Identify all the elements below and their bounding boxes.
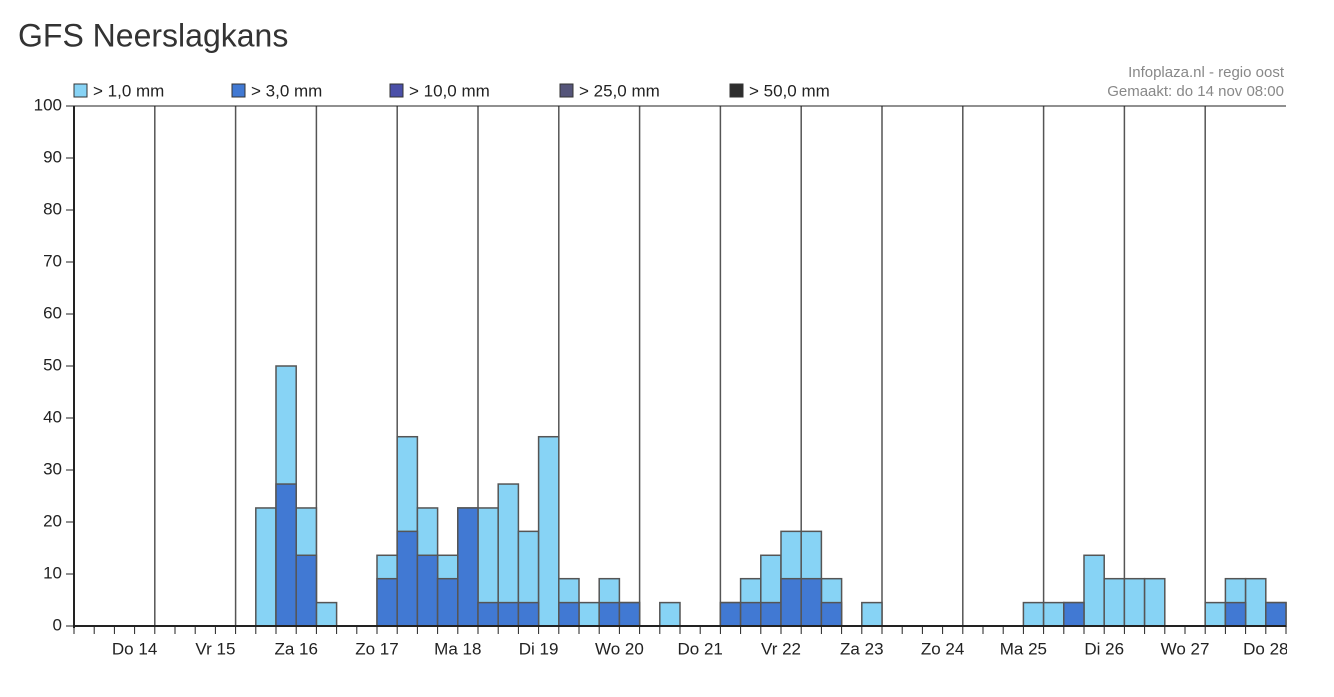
bar (477, 601, 499, 627)
x-tick-label: Vr 15 (195, 639, 235, 658)
legend-swatch (231, 83, 246, 98)
y-tick-label: 50 (43, 355, 62, 374)
bar (1204, 601, 1227, 627)
bar (558, 601, 580, 627)
bar (436, 577, 459, 627)
legend-label: > 1,0 mm (93, 81, 164, 100)
bar (396, 530, 419, 627)
bar (659, 601, 681, 627)
x-tick-label: Ma 25 (1000, 639, 1047, 658)
x-tick-label: Wo 27 (1161, 639, 1210, 658)
y-tick-label: 80 (43, 199, 62, 218)
bar (861, 601, 883, 627)
y-tick-label: 30 (43, 459, 62, 478)
bar (1103, 577, 1126, 627)
y-tick-label: 40 (43, 407, 62, 426)
bar (1224, 601, 1247, 627)
bar (275, 483, 297, 627)
bar (376, 577, 398, 627)
x-tick-label: Za 16 (274, 639, 317, 658)
bar (719, 601, 742, 627)
x-tick-label: Wo 20 (595, 639, 644, 658)
bar (820, 601, 843, 627)
bar (1042, 601, 1065, 627)
bar (517, 601, 540, 627)
y-tick-label: 90 (43, 147, 62, 166)
y-tick-label: 20 (43, 511, 62, 530)
x-tick-label: Do 14 (112, 639, 157, 658)
x-tick-label: Zo 17 (355, 639, 398, 658)
legend-label: > 50,0 mm (749, 81, 830, 100)
bar (1143, 577, 1166, 627)
bar (457, 507, 479, 627)
bar (618, 601, 641, 627)
bar (416, 554, 439, 627)
legend-swatch (389, 83, 404, 98)
bar (578, 601, 600, 627)
bar (1265, 601, 1287, 627)
bar (1244, 577, 1267, 627)
bar (295, 554, 318, 627)
x-tick-label: Di 19 (519, 639, 559, 658)
x-tick-label: Do 21 (678, 639, 723, 658)
chart-title: GFS Neerslagkans (18, 17, 288, 53)
y-tick-label: 0 (53, 615, 62, 634)
legend-label: > 10,0 mm (409, 81, 490, 100)
bar (1123, 577, 1146, 627)
x-tick-label: Za 23 (840, 639, 883, 658)
bar (800, 577, 823, 627)
legend-label: > 3,0 mm (251, 81, 322, 100)
x-tick-label: Zo 24 (921, 639, 964, 658)
legend-swatch (73, 83, 88, 98)
bar (760, 601, 782, 627)
bar (780, 577, 802, 627)
bar (598, 601, 621, 627)
annotation: Gemaakt: do 14 nov 08:00 (1107, 83, 1284, 100)
y-tick-label: 100 (34, 95, 62, 114)
bar (255, 507, 277, 627)
legend-label: > 25,0 mm (579, 81, 660, 100)
bar (1022, 601, 1045, 627)
x-tick-label: Vr 22 (761, 639, 801, 658)
legend-swatch (729, 83, 744, 98)
annotation: Infoplaza.nl - regio oost (1128, 64, 1285, 81)
y-tick-label: 60 (43, 303, 62, 322)
y-tick-label: 70 (43, 251, 62, 270)
x-tick-label: Ma 18 (434, 639, 481, 658)
legend-swatch (559, 83, 574, 98)
x-tick-label: Di 26 (1084, 639, 1124, 658)
bar (739, 601, 762, 627)
bar (497, 601, 520, 627)
y-tick-label: 10 (43, 563, 62, 582)
x-tick-label: Do 28 (1243, 639, 1288, 658)
bar (1083, 554, 1105, 627)
bar (315, 601, 338, 627)
plot: 0 10 20 30 40 50 60 70 80 90 100 Do 14 Vr 15 Za 16 Zo … (34, 95, 1288, 658)
bar (1063, 601, 1085, 627)
bar (537, 435, 560, 627)
